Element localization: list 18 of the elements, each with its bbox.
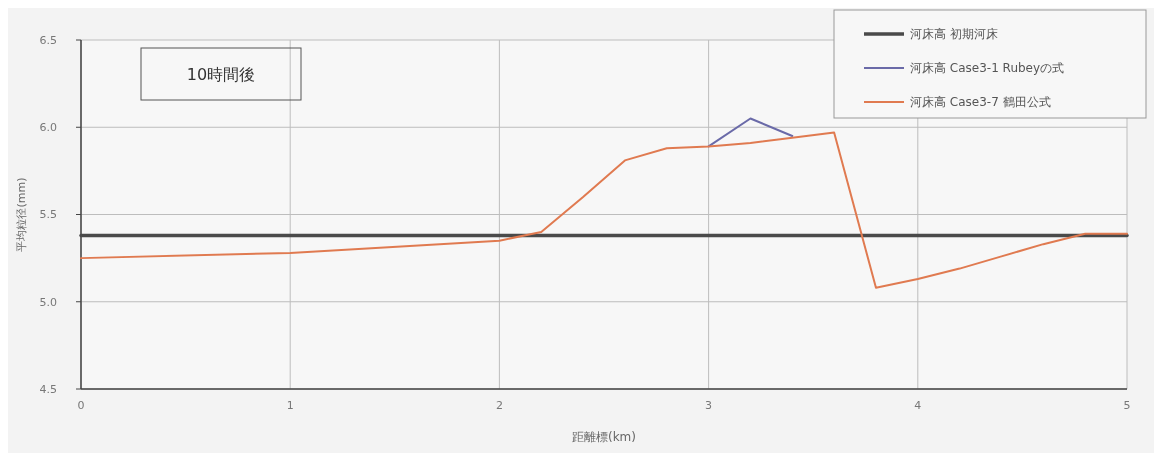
x-axis-title: 距離標(km) [571, 430, 637, 444]
legend-label: 河床高 初期河床 [910, 27, 998, 42]
y-axis-title: 平均粒径(mm) [15, 177, 28, 252]
legend-label: 河床高 Case3-1 Rubeyの式 [910, 61, 1065, 76]
x-tick-label: 2 [495, 399, 503, 412]
legend-label: 河床高 Case3-7 鶴田公式 [910, 95, 1051, 110]
x-tick-label: 4 [914, 399, 922, 412]
annotation: 10時間後 [186, 64, 256, 84]
x-tick-label: 1 [286, 399, 294, 412]
x-tick-label: 0 [77, 399, 85, 412]
line-series [80, 131, 1128, 289]
y-tick-label: 5.5 [39, 208, 57, 222]
x-tick-label: 3 [705, 399, 713, 412]
y-tick-label: 6.0 [39, 121, 57, 135]
x-tick-label: 5 [1123, 399, 1131, 412]
y-tick-label: 6.5 [39, 33, 57, 47]
y-tick-label: 5.0 [39, 295, 57, 309]
y-tick-label: 4.5 [39, 382, 57, 396]
